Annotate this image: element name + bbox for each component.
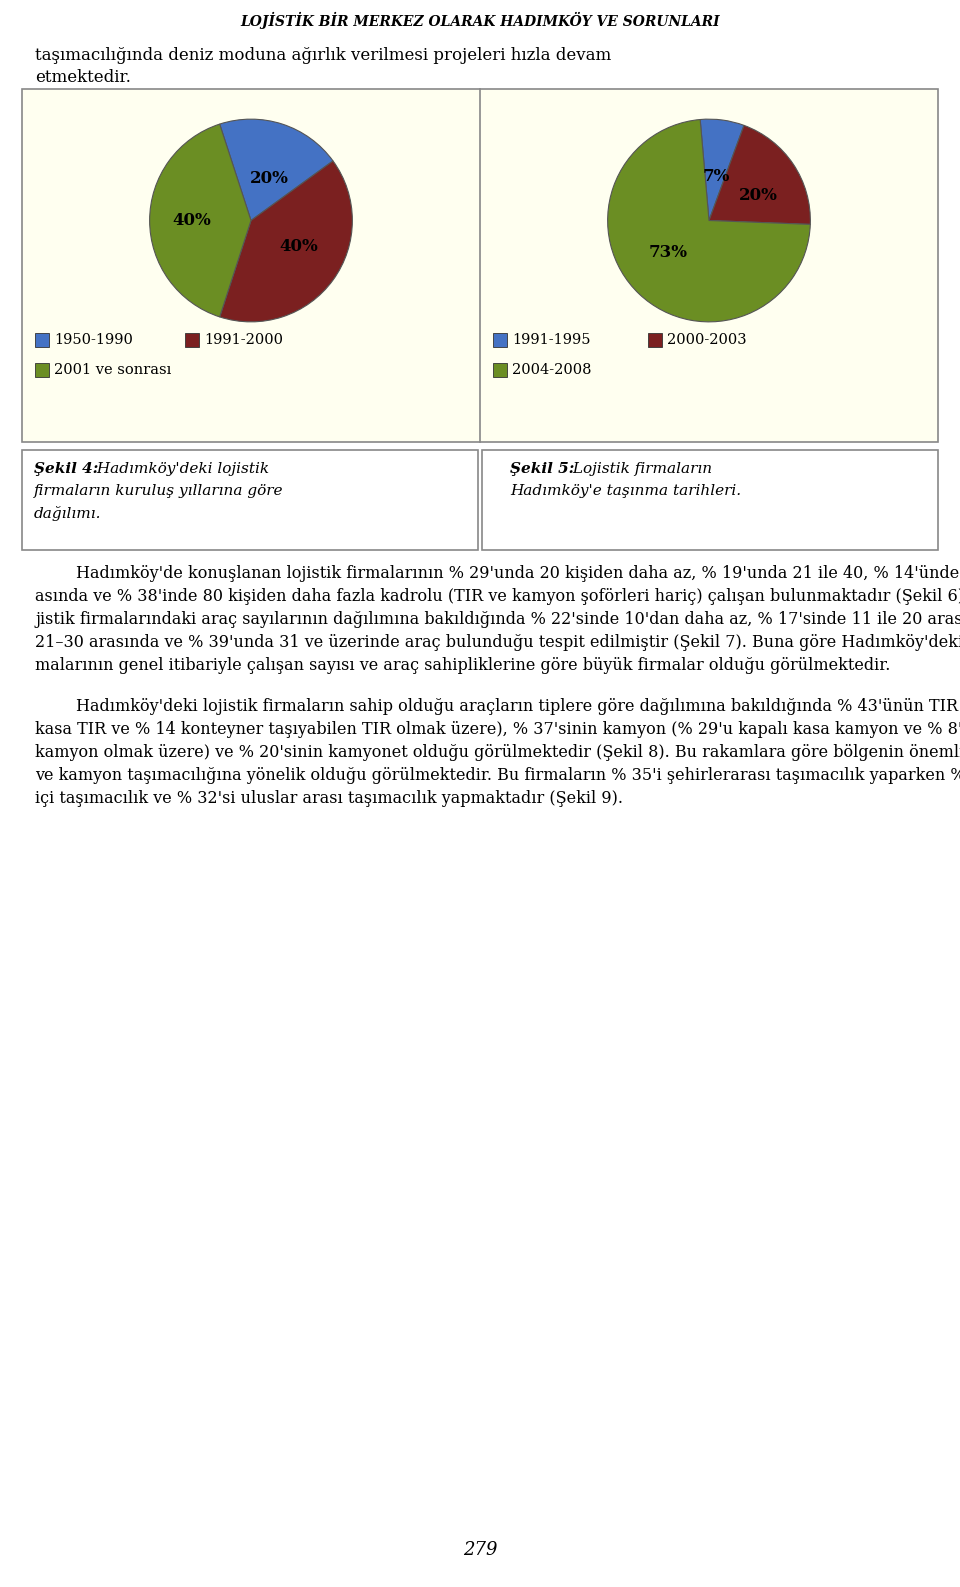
Wedge shape xyxy=(220,119,333,221)
Wedge shape xyxy=(709,125,810,224)
Bar xyxy=(22,89,938,443)
Text: 40%: 40% xyxy=(279,238,318,256)
Text: 40%: 40% xyxy=(173,213,211,229)
Wedge shape xyxy=(150,124,251,317)
Text: 2000-2003: 2000-2003 xyxy=(667,333,747,348)
Text: 73%: 73% xyxy=(649,244,688,260)
Text: Şekil 4:: Şekil 4: xyxy=(34,462,98,476)
Text: asında ve % 38'inde 80 kişiden daha fazla kadrolu (TIR ve kamyon şoförleri hariç: asında ve % 38'inde 80 kişiden daha fazl… xyxy=(35,589,960,605)
Text: 2004-2008: 2004-2008 xyxy=(512,363,591,378)
Text: Hadımköy'de konuşlanan lojistik firmalarının % 29'unda 20 kişiden daha az, % 19': Hadımköy'de konuşlanan lojistik firmalar… xyxy=(35,565,960,582)
Text: malarının genel itibariyle çalışan sayısı ve araç sahipliklerine göre büyük firm: malarının genel itibariyle çalışan sayıs… xyxy=(35,657,890,674)
Text: 1991-1995: 1991-1995 xyxy=(512,333,590,348)
Text: dağılımı.: dağılımı. xyxy=(34,506,102,521)
Bar xyxy=(35,363,49,378)
Bar xyxy=(35,333,49,348)
Text: firmaların kuruluş yıllarına göre: firmaların kuruluş yıllarına göre xyxy=(34,484,283,498)
Text: kasa TIR ve % 14 konteyner taşıyabilen TIR olmak üzere), % 37'sinin kamyon (% 29: kasa TIR ve % 14 konteyner taşıyabilen T… xyxy=(35,720,960,738)
Text: Hadımköy'deki lojistik: Hadımköy'deki lojistik xyxy=(92,462,269,476)
Text: Hadımköy'e taşınma tarihleri.: Hadımköy'e taşınma tarihleri. xyxy=(510,484,741,498)
Bar xyxy=(482,451,938,551)
Bar xyxy=(185,333,199,348)
Wedge shape xyxy=(608,119,810,322)
Text: 2001 ve sonrası: 2001 ve sonrası xyxy=(54,363,172,378)
Text: taşımacılığında deniz moduna ağırlık verilmesi projeleri hızla devam: taşımacılığında deniz moduna ağırlık ver… xyxy=(35,48,612,63)
Text: 279: 279 xyxy=(463,1541,497,1558)
Bar xyxy=(493,333,507,348)
Text: ve kamyon taşımacılığına yönelik olduğu görülmektedir. Bu firmaların % 35'i şehi: ve kamyon taşımacılığına yönelik olduğu … xyxy=(35,767,960,784)
Text: LOJİSTİK BİR MERKEZ OLARAK HADIMKÖY VE SORUNLARI: LOJİSTİK BİR MERKEZ OLARAK HADIMKÖY VE S… xyxy=(240,13,720,29)
Text: etmektedir.: etmektedir. xyxy=(35,68,131,86)
Text: Hadımköy'deki lojistik firmaların sahip olduğu araçların tiplere göre dağılımına: Hadımköy'deki lojistik firmaların sahip … xyxy=(35,698,960,716)
Text: 1950-1990: 1950-1990 xyxy=(54,333,132,348)
Text: Şekil 5:: Şekil 5: xyxy=(510,462,574,476)
Wedge shape xyxy=(220,160,352,322)
Text: 20%: 20% xyxy=(250,170,289,187)
Text: kamyon olmak üzere) ve % 20'sinin kamyonet olduğu görülmektedir (Şekil 8). Bu ra: kamyon olmak üzere) ve % 20'sinin kamyon… xyxy=(35,744,960,762)
Text: 1991-2000: 1991-2000 xyxy=(204,333,283,348)
Text: 20%: 20% xyxy=(738,187,778,205)
Text: içi taşımacılık ve % 32'si uluslar arası taşımacılık yapmaktadır (Şekil 9).: içi taşımacılık ve % 32'si uluslar arası… xyxy=(35,790,623,808)
Bar xyxy=(22,451,478,551)
Wedge shape xyxy=(700,119,744,221)
Text: jistik firmalarındaki araç sayılarının dağılımına bakıldığında % 22'sinde 10'dan: jistik firmalarındaki araç sayılarının d… xyxy=(35,611,960,628)
Bar xyxy=(493,363,507,378)
Bar xyxy=(648,333,662,348)
Text: 7%: 7% xyxy=(703,168,731,186)
Text: Lojistik firmaların: Lojistik firmaların xyxy=(568,462,712,476)
Text: 21–30 arasında ve % 39'unda 31 ve üzerinde araç bulunduğu tespit edilmiştir (Şek: 21–30 arasında ve % 39'unda 31 ve üzerin… xyxy=(35,633,960,651)
